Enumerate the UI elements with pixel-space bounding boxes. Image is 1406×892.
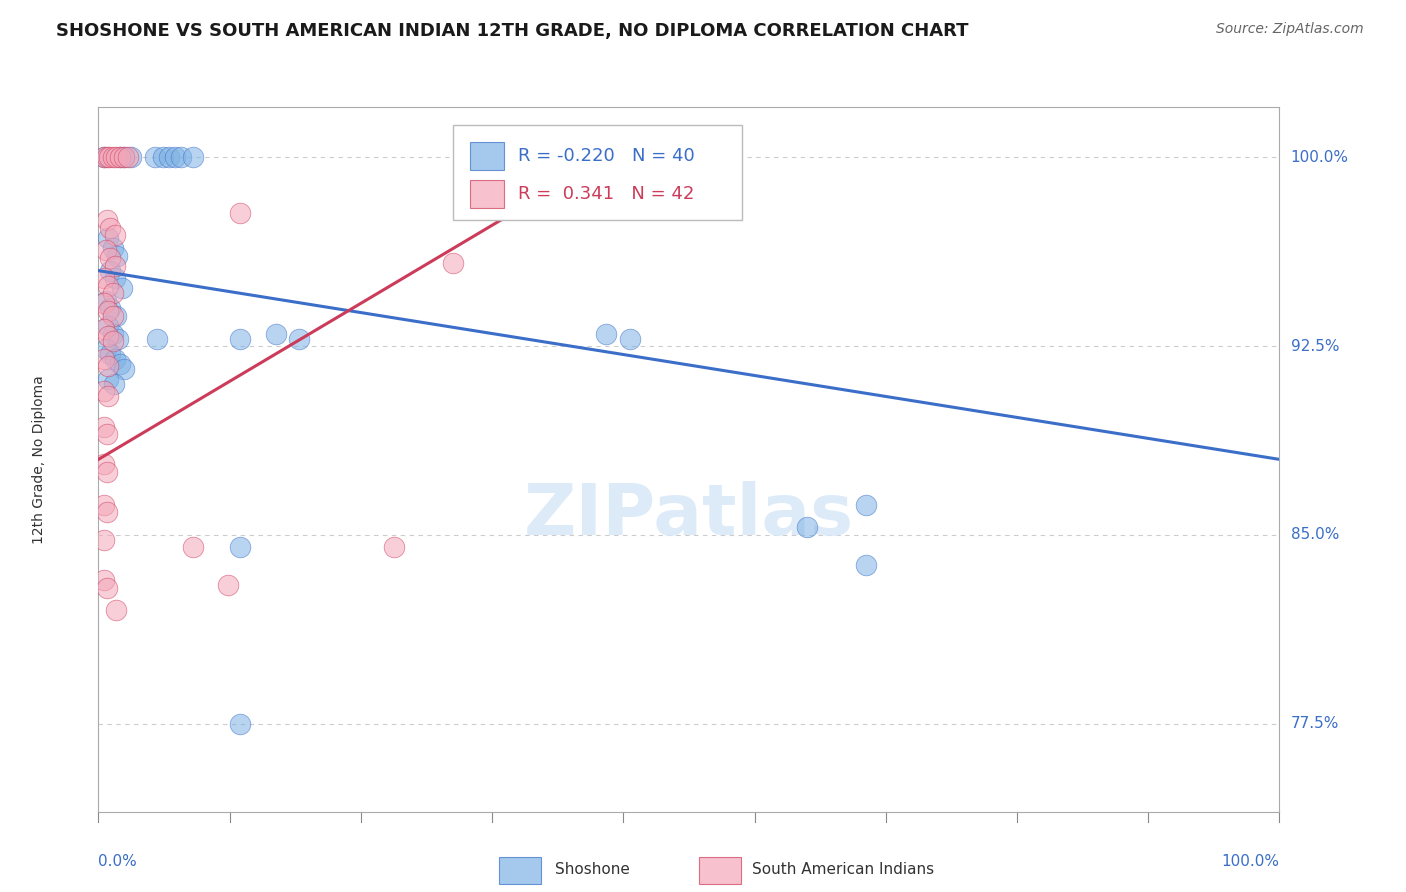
- Point: [98, 220, 121, 235]
- Point: [108, 150, 131, 164]
- Point: [97, 329, 120, 343]
- Text: South American Indians: South American Indians: [752, 863, 935, 877]
- Point: [101, 286, 124, 301]
- Point: [112, 361, 135, 376]
- Point: [112, 150, 135, 164]
- Text: 12th Grade, No Diploma: 12th Grade, No Diploma: [32, 375, 46, 544]
- Point: [96, 505, 118, 519]
- Point: [94, 293, 117, 308]
- Point: [96, 213, 118, 227]
- Point: [619, 332, 641, 346]
- Point: [93, 498, 115, 512]
- Point: [382, 541, 405, 555]
- Point: [104, 228, 127, 243]
- Point: [97, 318, 120, 333]
- Point: [93, 458, 115, 472]
- Point: [93, 150, 115, 164]
- Point: [93, 384, 115, 399]
- Point: [595, 326, 617, 341]
- Point: [96, 465, 118, 479]
- Point: [104, 351, 127, 366]
- Point: [101, 241, 124, 255]
- Point: [98, 150, 121, 164]
- Text: 77.5%: 77.5%: [1291, 716, 1339, 731]
- Point: [165, 150, 187, 164]
- Point: [181, 541, 204, 555]
- Point: [97, 389, 120, 403]
- Point: [101, 150, 124, 164]
- Point: [105, 248, 128, 262]
- Point: [104, 271, 127, 285]
- Text: SHOSHONE VS SOUTH AMERICAN INDIAN 12TH GRADE, NO DIPLOMA CORRELATION CHART: SHOSHONE VS SOUTH AMERICAN INDIAN 12TH G…: [56, 22, 969, 40]
- Point: [101, 334, 124, 348]
- Point: [104, 259, 127, 273]
- Point: [264, 326, 287, 341]
- Point: [105, 150, 128, 164]
- Text: 0.0%: 0.0%: [98, 854, 138, 869]
- Point: [93, 351, 115, 366]
- Point: [441, 256, 464, 270]
- Point: [93, 271, 115, 285]
- Point: [98, 263, 121, 277]
- FancyBboxPatch shape: [453, 125, 742, 219]
- Point: [229, 206, 252, 220]
- Point: [217, 578, 239, 592]
- Text: R =  0.341   N = 42: R = 0.341 N = 42: [517, 186, 695, 203]
- Point: [97, 278, 120, 293]
- Text: 85.0%: 85.0%: [1291, 527, 1339, 542]
- Point: [229, 332, 252, 346]
- Point: [97, 231, 120, 245]
- Point: [93, 419, 115, 434]
- Point: [288, 332, 311, 346]
- Point: [103, 376, 125, 391]
- Text: ZIPatlas: ZIPatlas: [524, 482, 853, 550]
- Point: [101, 309, 124, 323]
- Point: [796, 520, 818, 534]
- Point: [108, 357, 131, 371]
- Point: [98, 301, 121, 316]
- FancyBboxPatch shape: [471, 142, 503, 170]
- Point: [96, 150, 118, 164]
- Point: [855, 498, 877, 512]
- Point: [157, 150, 180, 164]
- Point: [146, 332, 169, 346]
- Point: [117, 150, 139, 164]
- Point: [93, 321, 115, 335]
- Point: [229, 541, 252, 555]
- Text: Shoshone: Shoshone: [555, 863, 630, 877]
- Point: [855, 558, 877, 573]
- Point: [93, 150, 115, 164]
- Point: [98, 347, 121, 361]
- Point: [93, 573, 115, 587]
- Point: [121, 150, 143, 164]
- Text: 92.5%: 92.5%: [1291, 339, 1339, 353]
- Point: [143, 150, 166, 164]
- Point: [105, 309, 128, 323]
- FancyBboxPatch shape: [471, 180, 503, 209]
- Point: [93, 533, 115, 547]
- Point: [96, 427, 118, 442]
- Point: [152, 150, 174, 164]
- Text: R = -0.220   N = 40: R = -0.220 N = 40: [517, 147, 695, 165]
- Point: [101, 326, 124, 341]
- Point: [112, 150, 135, 164]
- Point: [107, 332, 129, 346]
- Point: [96, 581, 118, 595]
- Text: 100.0%: 100.0%: [1222, 854, 1279, 869]
- Point: [108, 150, 131, 164]
- Point: [98, 251, 121, 265]
- Text: 100.0%: 100.0%: [1291, 150, 1348, 165]
- Point: [94, 244, 117, 258]
- Point: [181, 150, 204, 164]
- Point: [111, 281, 134, 295]
- Point: [170, 150, 193, 164]
- Point: [97, 304, 120, 318]
- Point: [94, 342, 117, 356]
- Point: [105, 603, 128, 617]
- Point: [229, 716, 252, 731]
- Point: [93, 296, 115, 310]
- Point: [97, 372, 120, 386]
- Text: Source: ZipAtlas.com: Source: ZipAtlas.com: [1216, 22, 1364, 37]
- Point: [97, 359, 120, 374]
